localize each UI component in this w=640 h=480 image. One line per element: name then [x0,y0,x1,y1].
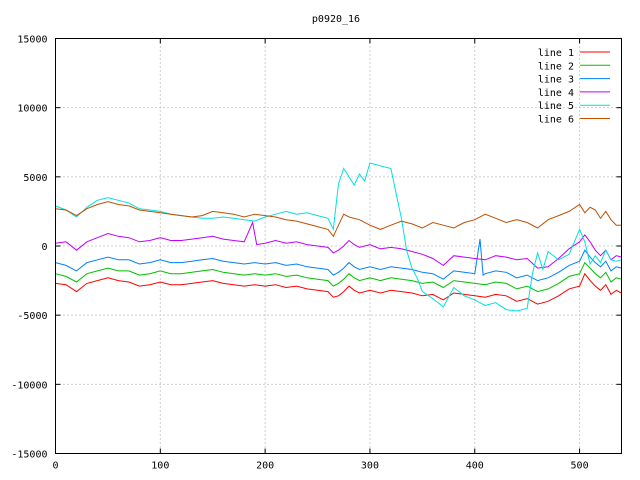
axis-ticks: 0 100 200 300 400 500 -15000 -10000 -5000 0 5000 10… [11,35,622,472]
legend-label: line 1 [538,48,574,59]
series-line [55,162,622,312]
x-tick-label: 500 [571,461,589,472]
series-lines [55,162,622,312]
legend: line 1 line 2 line 3 line 4 line 5 line 6 [538,48,610,126]
x-tick-label: 300 [361,461,379,472]
y-tick-label: -10000 [11,380,47,391]
x-tick-label: 200 [256,461,274,472]
y-tick-label: 0 [41,242,47,253]
y-tick-label: 15000 [17,35,47,46]
x-tick-label: 100 [151,461,169,472]
y-tick-label: 10000 [17,104,47,115]
x-tick-label: 400 [466,461,484,472]
series-line [55,239,622,282]
legend-label: line 3 [538,75,574,86]
legend-label: line 4 [538,88,574,99]
legend-label: line 6 [538,115,574,126]
series-line [55,220,622,269]
y-tick-label: 5000 [23,173,47,184]
chart-title: p0920_16 [312,14,360,25]
legend-label: line 2 [538,61,574,72]
series-line [55,201,622,238]
y-tick-label: -15000 [11,450,47,461]
grid-lines [55,38,622,454]
series-line [55,261,622,293]
series-line [55,272,622,305]
x-tick-label: 0 [52,461,58,472]
y-tick-label: -5000 [17,311,47,322]
legend-label: line 5 [538,101,574,112]
